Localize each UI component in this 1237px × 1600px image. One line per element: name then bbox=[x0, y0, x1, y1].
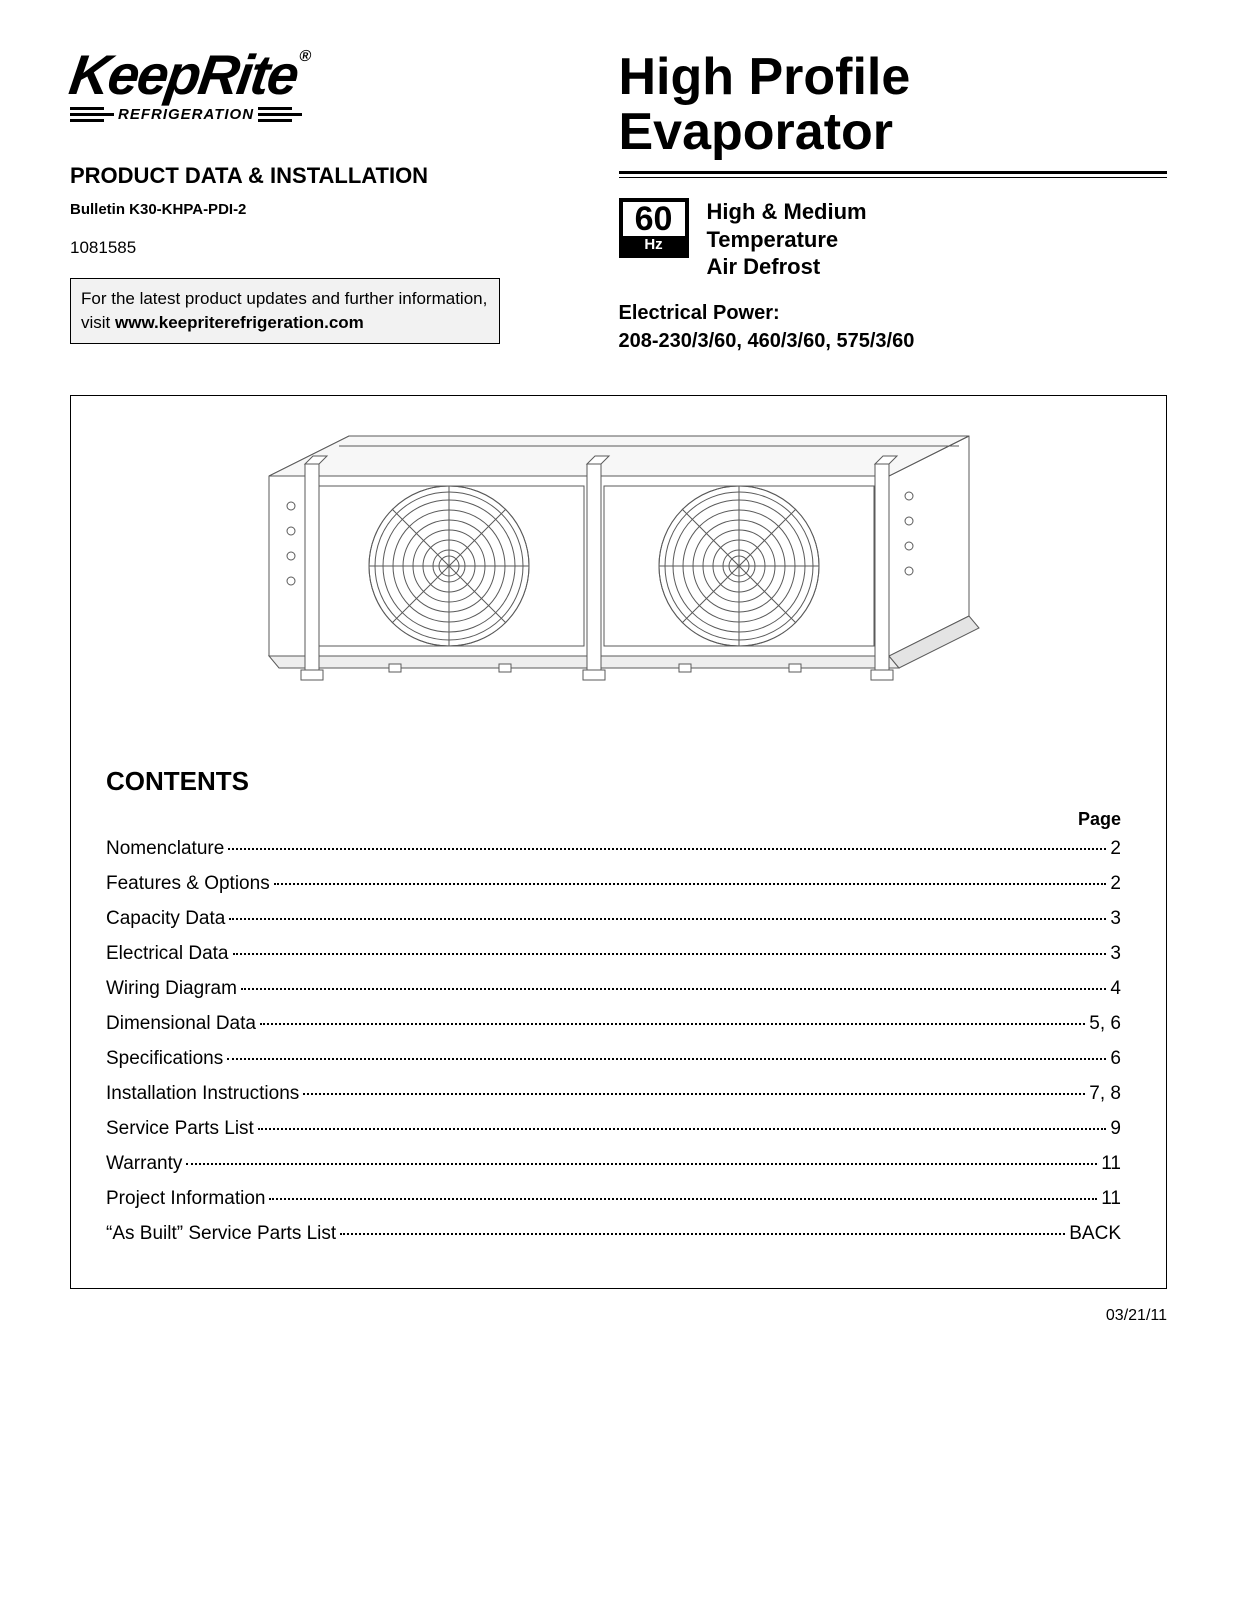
bulletin-number: Bulletin K30-KHPA-PDI-2 bbox=[70, 201, 564, 218]
subtitle-line2: Temperature bbox=[707, 227, 839, 252]
toc-label: Capacity Data bbox=[106, 908, 225, 930]
toc-label: Installation Instructions bbox=[106, 1083, 299, 1105]
toc-dots bbox=[241, 988, 1107, 990]
header-row: KeepRite® REFRIGERATION PRO bbox=[70, 50, 1167, 355]
toc-label: Service Parts List bbox=[106, 1118, 254, 1140]
product-data-heading: PRODUCT DATA & INSTALLATION bbox=[70, 163, 564, 189]
toc-page: 3 bbox=[1110, 908, 1131, 930]
toc-row: Wiring Diagram 4 bbox=[106, 978, 1131, 1000]
title-rule-thin bbox=[619, 177, 1168, 178]
logo-brand-text: KeepRite bbox=[66, 43, 302, 106]
toc-page: 7, 8 bbox=[1089, 1083, 1131, 1105]
subtitle-line3: Air Defrost bbox=[707, 254, 821, 279]
toc-page: 6 bbox=[1110, 1048, 1131, 1070]
toc-page: 2 bbox=[1110, 873, 1131, 895]
table-of-contents: Nomenclature 2 Features & Options 2 Capacity… bbox=[106, 838, 1131, 1245]
header-left-column: KeepRite® REFRIGERATION PRO bbox=[70, 50, 564, 344]
toc-row: Dimensional Data 5, 6 bbox=[106, 1013, 1131, 1035]
toc-label: Nomenclature bbox=[106, 838, 224, 860]
page-column-label: Page bbox=[106, 809, 1131, 830]
toc-row: Warranty 11 bbox=[106, 1153, 1131, 1175]
update-notice-box: For the latest product updates and furth… bbox=[70, 278, 500, 344]
title-line1: High Profile bbox=[619, 48, 911, 106]
toc-dots bbox=[303, 1093, 1085, 1095]
toc-label: Warranty bbox=[106, 1153, 182, 1175]
toc-row: Nomenclature 2 bbox=[106, 838, 1131, 860]
toc-page: 11 bbox=[1101, 1153, 1131, 1175]
toc-dots bbox=[228, 848, 1106, 850]
footer-date: 03/21/11 bbox=[70, 1307, 1167, 1325]
toc-page: 4 bbox=[1110, 978, 1131, 1000]
electrical-value: 208-230/3/60, 460/3/60, 575/3/60 bbox=[619, 330, 915, 352]
frequency-row: 60 Hz High & Medium Temperature Air Defr… bbox=[619, 198, 1168, 281]
logo-wordmark: KeepRite® bbox=[66, 50, 310, 100]
toc-page: 5, 6 bbox=[1089, 1013, 1131, 1035]
notice-url: www.keepriterefrigeration.com bbox=[115, 313, 364, 332]
logo-bars-right bbox=[258, 107, 302, 122]
electrical-block: Electrical Power: 208-230/3/60, 460/3/60… bbox=[619, 299, 1168, 355]
document-number: 1081585 bbox=[70, 238, 564, 258]
brand-logo: KeepRite® REFRIGERATION bbox=[70, 50, 564, 123]
toc-label: Project Information bbox=[106, 1188, 265, 1210]
electrical-label: Electrical Power: bbox=[619, 302, 780, 324]
toc-dots bbox=[233, 953, 1107, 955]
toc-label: Specifications bbox=[106, 1048, 223, 1070]
toc-row: Electrical Data 3 bbox=[106, 943, 1131, 965]
toc-dots bbox=[229, 918, 1106, 920]
toc-label: Electrical Data bbox=[106, 943, 229, 965]
toc-dots bbox=[186, 1163, 1097, 1165]
toc-row: “As Built” Service Parts List BACK bbox=[106, 1223, 1131, 1245]
logo-subline-text: REFRIGERATION bbox=[118, 106, 254, 123]
header-right-column: High Profile Evaporator 60 Hz High & Med… bbox=[619, 50, 1168, 355]
toc-row: Project Information 11 bbox=[106, 1188, 1131, 1210]
hz-unit: Hz bbox=[623, 236, 685, 254]
toc-row: Features & Options 2 bbox=[106, 873, 1131, 895]
toc-label: Dimensional Data bbox=[106, 1013, 256, 1035]
toc-row: Service Parts List 9 bbox=[106, 1118, 1131, 1140]
document-title: High Profile Evaporator bbox=[619, 50, 1168, 159]
document-page: KeepRite® REFRIGERATION PRO bbox=[0, 0, 1237, 1355]
toc-page: BACK bbox=[1069, 1223, 1131, 1245]
toc-page: 2 bbox=[1110, 838, 1131, 860]
toc-label: “As Built” Service Parts List bbox=[106, 1223, 336, 1245]
toc-page: 3 bbox=[1110, 943, 1131, 965]
toc-dots bbox=[227, 1058, 1106, 1060]
hz-icon: 60 Hz bbox=[619, 198, 689, 258]
toc-label: Features & Options bbox=[106, 873, 270, 895]
toc-dots bbox=[260, 1023, 1085, 1025]
registered-mark: ® bbox=[298, 48, 310, 65]
hz-number: 60 bbox=[623, 202, 685, 236]
toc-row: Installation Instructions 7, 8 bbox=[106, 1083, 1131, 1105]
subtitle-block: High & Medium Temperature Air Defrost bbox=[707, 198, 867, 281]
product-line-drawing bbox=[209, 416, 1029, 736]
toc-page: 9 bbox=[1110, 1118, 1131, 1140]
contents-container: CONTENTS Page Nomenclature2Features & Op… bbox=[70, 395, 1167, 1289]
logo-bars-left bbox=[70, 107, 114, 122]
contents-heading: CONTENTS bbox=[106, 766, 1131, 797]
subtitle-line1: High & Medium bbox=[707, 199, 867, 224]
toc-page: 11 bbox=[1101, 1188, 1131, 1210]
toc-row: Capacity Data 3 bbox=[106, 908, 1131, 930]
toc-dots bbox=[258, 1128, 1107, 1130]
toc-dots bbox=[340, 1233, 1065, 1235]
toc-dots bbox=[269, 1198, 1097, 1200]
toc-dots bbox=[274, 883, 1107, 885]
toc-row: Specifications 6 bbox=[106, 1048, 1131, 1070]
toc-label: Wiring Diagram bbox=[106, 978, 237, 1000]
title-line2: Evaporator bbox=[619, 103, 894, 161]
logo-subline: REFRIGERATION bbox=[70, 106, 564, 123]
title-rule-thick bbox=[619, 171, 1168, 174]
